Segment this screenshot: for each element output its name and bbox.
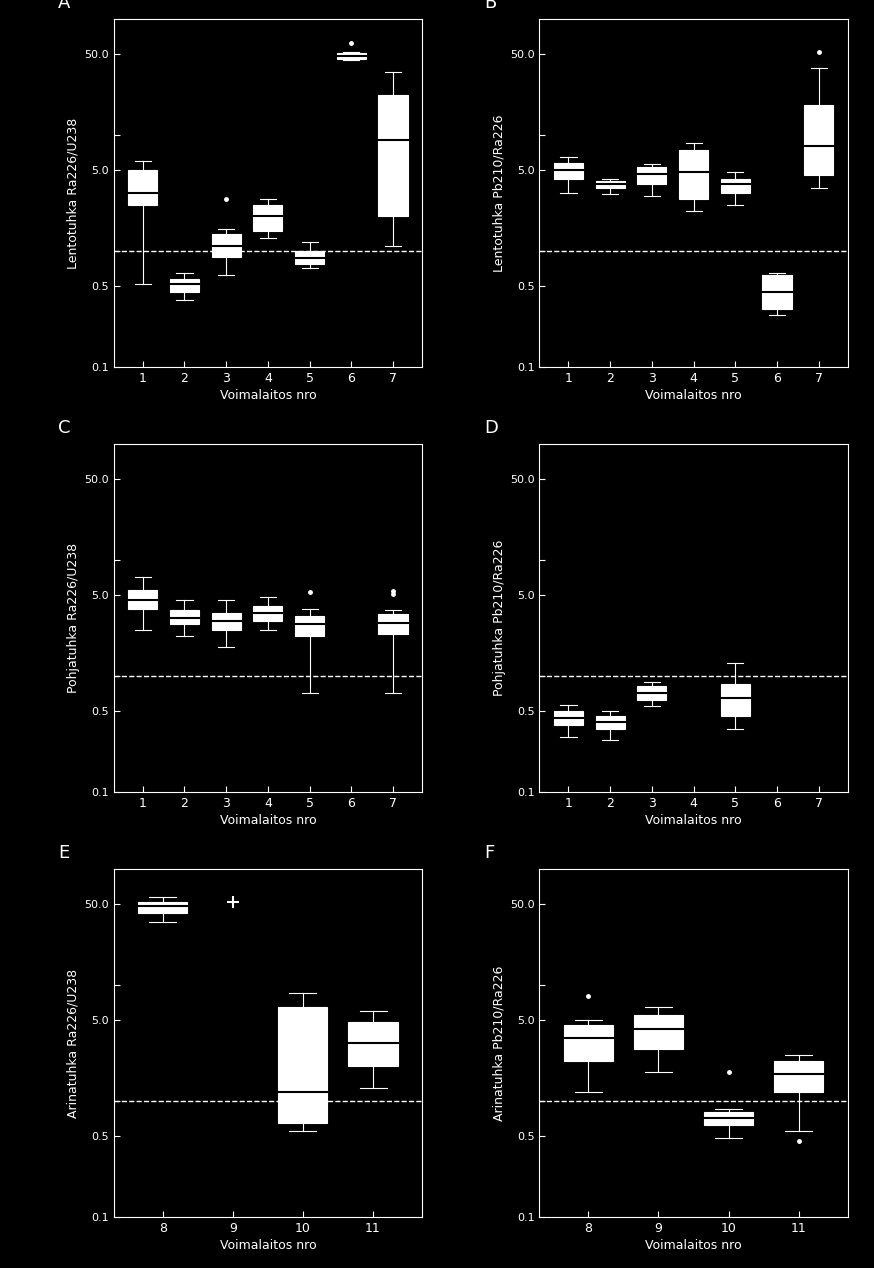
Bar [295,251,324,264]
Text: D: D [484,418,497,437]
X-axis label: Voimalaitos nro: Voimalaitos nro [645,389,742,402]
Bar [279,1007,328,1123]
Bar [554,711,583,725]
Bar [295,616,324,637]
Bar [349,1022,398,1066]
X-axis label: Voimalaitos nro: Voimalaitos nro [645,1239,742,1253]
Y-axis label: Pohjatuhka Ra226/U238: Pohjatuhka Ra226/U238 [67,543,80,694]
Text: B: B [484,0,496,13]
Y-axis label: Lentotuhka Pb210/Ra226: Lentotuhka Pb210/Ra226 [493,114,506,271]
Y-axis label: Lentotuhka Ra226/U238: Lentotuhka Ra226/U238 [67,118,80,269]
Bar [637,167,667,184]
Bar [253,606,282,621]
Bar [138,902,187,913]
Bar [378,95,407,217]
Bar [212,612,240,630]
X-axis label: Voimalaitos nro: Voimalaitos nro [219,814,316,827]
Bar [804,105,833,175]
X-axis label: Voimalaitos nro: Voimalaitos nro [645,814,742,827]
Bar [595,181,625,188]
Bar [637,686,667,700]
Bar [564,1026,613,1061]
Text: C: C [58,418,71,437]
Bar [212,235,240,256]
Bar [762,275,792,308]
Bar [128,590,157,609]
Text: A: A [58,0,71,13]
Y-axis label: Arinatuhka Pb210/Ra226: Arinatuhka Pb210/Ra226 [493,965,506,1121]
Bar [704,1112,753,1125]
Y-axis label: Arinatuhka Ra226/U238: Arinatuhka Ra226/U238 [67,969,80,1117]
Bar [634,1016,683,1049]
Bar [721,179,750,193]
Text: F: F [484,844,494,862]
Bar [721,685,750,716]
Bar [554,162,583,179]
Bar [128,170,157,205]
Bar [170,279,199,292]
Text: E: E [58,844,69,862]
X-axis label: Voimalaitos nro: Voimalaitos nro [219,389,316,402]
Bar [336,53,366,60]
Bar [253,205,282,231]
Bar [774,1061,823,1092]
X-axis label: Voimalaitos nro: Voimalaitos nro [219,1239,316,1253]
Bar [378,615,407,634]
Bar [679,150,708,199]
Y-axis label: Pohjatuhka Pb210/Ra226: Pohjatuhka Pb210/Ra226 [493,540,506,696]
Bar [170,610,199,624]
Bar [595,716,625,729]
